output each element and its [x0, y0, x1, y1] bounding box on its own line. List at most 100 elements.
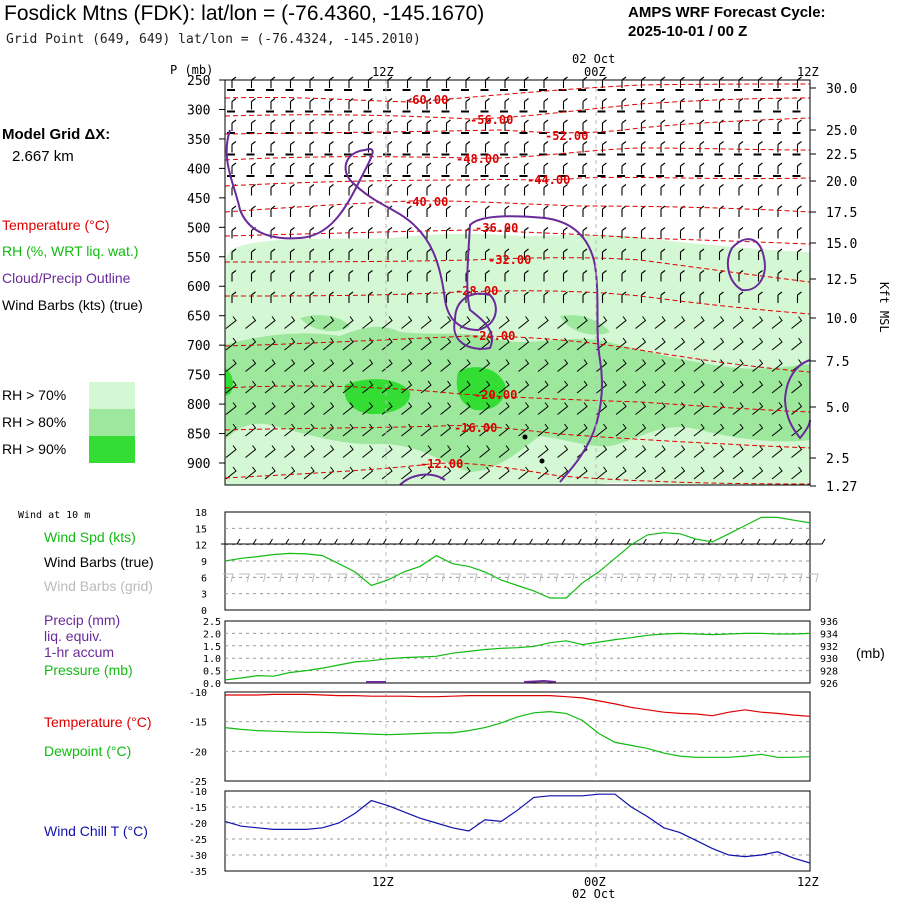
wind-barb [459, 359, 471, 372]
legend-temperature: Temperature (°C) [2, 217, 110, 233]
wind-barb [582, 270, 588, 282]
pressure-tick-label: 934 [820, 629, 838, 640]
wind-barb [714, 162, 724, 177]
wind-barb [732, 380, 744, 394]
wind-speed-tick-label: 0 [201, 606, 207, 617]
wind-barb [695, 162, 705, 177]
wind-barb-true [562, 538, 582, 545]
wind-barb [381, 359, 393, 372]
legend-cloud-outline: Cloud/Precip Outline [2, 270, 131, 286]
wind-barb [264, 466, 276, 480]
wind-barb [459, 402, 471, 415]
wind-barb-true [773, 538, 793, 545]
wind-barb [674, 316, 686, 329]
wind-barb [459, 316, 471, 329]
wind-barb [342, 316, 354, 329]
wind-barb [328, 227, 334, 239]
wind-barb [383, 119, 393, 134]
wind-barb [484, 227, 490, 239]
wind-barb [792, 141, 802, 156]
wind-barb [519, 141, 529, 156]
wind-barb-grid [710, 573, 722, 583]
wind-barb [440, 359, 452, 372]
wind-barb [246, 119, 256, 134]
model-grid-label: Model Grid ΔX: [2, 126, 111, 143]
wind-barb [615, 466, 627, 480]
wind-barb [518, 359, 530, 372]
height-tick-label: 30.0 [826, 82, 857, 97]
wind-barb [270, 291, 276, 303]
wind-barb [250, 270, 256, 282]
wind-speed-tick-label: 18 [195, 508, 207, 519]
wind-barb-true [659, 538, 680, 545]
wind-barb [753, 119, 763, 134]
wind-barb [303, 402, 315, 415]
wind-barb [484, 270, 490, 282]
wind-barb [576, 423, 588, 437]
wind-barb [518, 316, 530, 329]
wind-barb-true [546, 538, 566, 545]
wind-barb [479, 359, 491, 372]
wind-barb [537, 316, 549, 329]
wind-barb [654, 466, 666, 480]
wind-barb-grid [661, 573, 673, 583]
wind-barb [303, 380, 315, 394]
wind-barb [771, 466, 783, 480]
wind-barb [426, 227, 432, 239]
wind-barb [601, 205, 607, 217]
temperature-contour-line [224, 335, 811, 373]
wind-barb [718, 184, 724, 196]
wind-barb-grid [645, 573, 657, 583]
wind-barb [597, 119, 607, 134]
wind-barb [558, 141, 568, 156]
wind-barb [738, 291, 744, 303]
wind-barb [479, 423, 491, 437]
wind-barb [693, 466, 705, 480]
wind-barb [440, 337, 452, 351]
wind-barb [309, 248, 315, 260]
wind-barb [773, 162, 783, 177]
wind-barb-true [806, 538, 826, 545]
wind-speed-line [224, 516, 811, 599]
temperature-contour-label: -44.00 [527, 173, 570, 187]
wind-barb [674, 466, 686, 480]
legend-rh90-swatch [89, 436, 135, 463]
wind-barb [713, 423, 725, 437]
wind-barb [504, 291, 510, 303]
wind-barb [264, 337, 276, 351]
wind-barb [582, 184, 588, 196]
windchill-tick-label: -10 [189, 787, 207, 798]
wind-barb [771, 402, 783, 415]
pressure-tick-label: 250 [187, 74, 210, 89]
top-date-label: 02 Oct [572, 52, 615, 66]
wind-barb [498, 380, 510, 394]
wind-barb [718, 227, 724, 239]
wind-barb [752, 466, 764, 480]
wind-barb [266, 162, 276, 177]
wind-barb [635, 380, 647, 394]
wind-barb [695, 119, 705, 134]
wind-barb [578, 162, 588, 177]
wind-barb [328, 270, 334, 282]
wind-barb [323, 445, 335, 458]
wind-barb [796, 205, 802, 217]
wind-barb [757, 227, 763, 239]
wind-barb [323, 316, 335, 329]
wind-barb [225, 445, 237, 458]
wind-barb [777, 184, 783, 196]
wind-barb [752, 380, 764, 394]
wind-barb [225, 316, 237, 329]
pressure-tick-label: 450 [187, 192, 210, 207]
wind-barb [362, 402, 374, 415]
wind-barb [713, 359, 725, 372]
wind-barb [537, 380, 549, 394]
wind-barb-true [269, 538, 290, 545]
wind-barb [777, 291, 783, 303]
wind-barb-true [692, 538, 712, 545]
wind-barb [693, 445, 705, 458]
wind-barb [246, 98, 256, 113]
wind-barb [679, 291, 685, 303]
wind-barb [342, 445, 354, 458]
